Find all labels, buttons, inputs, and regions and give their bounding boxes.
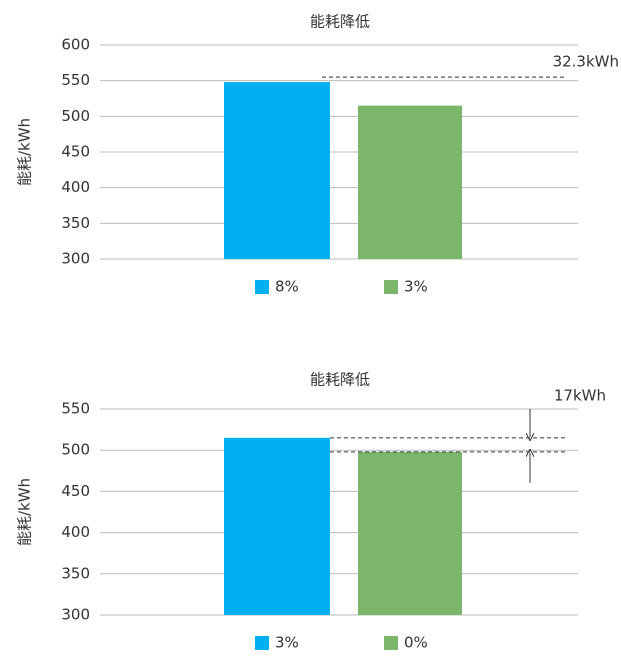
bar xyxy=(358,105,462,259)
annotation: 17kWh xyxy=(554,387,606,405)
y-tick-label: 450 xyxy=(61,482,90,500)
y-tick-label: 300 xyxy=(61,606,90,624)
legend-label: 3% xyxy=(275,634,299,652)
y-tick-label: 300 xyxy=(61,250,90,268)
y-axis-label: 能耗/kWh xyxy=(16,118,34,186)
y-tick-label: 450 xyxy=(61,143,90,161)
annotation: 32.3kWh xyxy=(553,53,619,71)
y-tick-label: 500 xyxy=(61,107,90,125)
legend-label: 8% xyxy=(275,278,299,296)
legend-label: 0% xyxy=(404,634,428,652)
y-tick-label: 350 xyxy=(61,214,90,232)
y-tick-label: 400 xyxy=(61,178,90,196)
legend-label: 3% xyxy=(404,278,428,296)
legend-swatch xyxy=(384,636,398,650)
y-tick-label: 400 xyxy=(61,523,90,541)
bar xyxy=(224,437,330,615)
bar xyxy=(224,82,330,260)
y-tick-label: 500 xyxy=(61,441,90,459)
y-tick-label: 600 xyxy=(61,36,90,54)
legend-swatch xyxy=(384,280,398,294)
y-axis-label: 能耗/kWh xyxy=(16,478,34,546)
legend-swatch xyxy=(255,636,269,650)
y-tick-label: 550 xyxy=(61,71,90,89)
y-tick-label: 350 xyxy=(61,564,90,582)
legend-swatch xyxy=(255,280,269,294)
chart-title: 能耗降低 xyxy=(310,371,370,389)
y-tick-label: 550 xyxy=(61,400,90,418)
bar xyxy=(358,451,462,615)
chart-title: 能耗降低 xyxy=(310,13,370,31)
